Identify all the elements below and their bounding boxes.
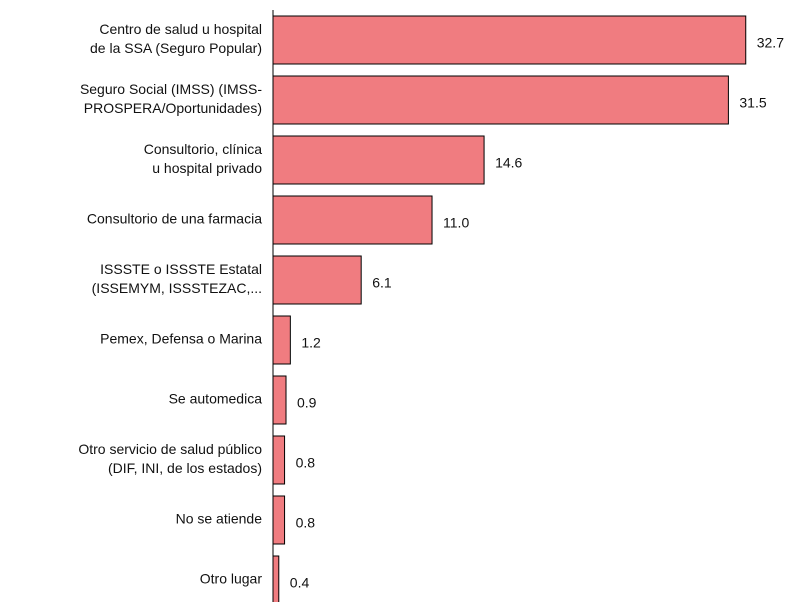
y-tick-label: Consultorio de una farmacia — [87, 211, 262, 227]
value-label: 14.6 — [495, 155, 522, 171]
y-tick-label: Pemex, Defensa o Marina — [100, 331, 262, 347]
value-label: 0.8 — [296, 455, 316, 471]
value-label: 31.5 — [739, 95, 766, 111]
y-tick-label: u hospital privado — [152, 160, 262, 176]
value-label: 32.7 — [757, 35, 784, 51]
value-label: 1.2 — [301, 335, 321, 351]
value-label: 0.8 — [296, 515, 316, 531]
bar — [272, 375, 287, 425]
y-tick-label: No se atiende — [176, 511, 263, 527]
bar — [272, 75, 729, 125]
y-tick-label: Seguro Social (IMSS) (IMSS- — [80, 81, 262, 97]
y-tick-label: PROSPERA/Oportunidades) — [84, 100, 262, 116]
bar — [272, 255, 362, 305]
value-label: 0.9 — [297, 395, 317, 411]
bar — [272, 435, 286, 485]
bar — [272, 315, 291, 365]
y-tick-label: Se automedica — [169, 391, 263, 407]
y-tick-label: Otro lugar — [200, 571, 263, 587]
value-label: 6.1 — [372, 275, 392, 291]
y-tick-label: de la SSA (Seguro Popular) — [90, 40, 262, 56]
bar — [272, 195, 433, 245]
y-tick-label: Otro servicio de salud público — [78, 441, 262, 457]
bar — [272, 15, 747, 65]
y-tick-label: (ISSEMYM, ISSSTEZAC,... — [92, 280, 262, 296]
y-tick-label: (DIF, INI, de los estados) — [108, 460, 262, 476]
value-label: 0.4 — [290, 575, 310, 591]
value-label: 11.0 — [443, 215, 469, 231]
y-tick-label: Consultorio, clínica — [144, 141, 262, 157]
bar — [272, 555, 280, 602]
y-tick-label: ISSSTE o ISSSTE Estatal — [100, 261, 262, 277]
y-tick-label: Centro de salud u hospital — [99, 21, 262, 37]
bar — [272, 495, 286, 545]
bar — [272, 135, 485, 185]
